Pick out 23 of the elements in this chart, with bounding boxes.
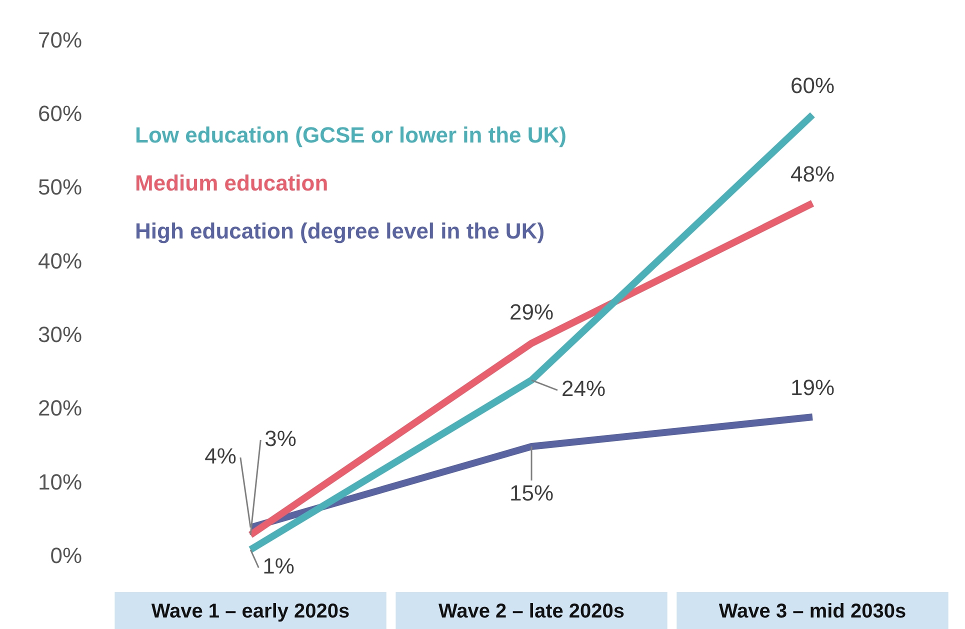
x-tick-label: Wave 1 – early 2020s: [151, 600, 350, 623]
y-tick-label: 30%: [38, 322, 82, 348]
data-label: 29%: [509, 299, 554, 324]
data-label: 24%: [561, 376, 606, 402]
text: High education (degree level in the UK): [135, 218, 545, 244]
y-tick-label: 50%: [38, 174, 82, 200]
y-tick-label: 40%: [38, 248, 82, 274]
data-label: 4%: [204, 444, 236, 469]
y-tick-label: 10%: [38, 469, 82, 494]
data-label: 15%: [509, 480, 554, 506]
y-tick-label: 60%: [38, 100, 82, 126]
data-label: 48%: [790, 161, 835, 186]
y-tick-label: 70%: [38, 27, 82, 52]
x-tick-label: Wave 3 – mid 2030s: [718, 600, 906, 623]
text: Medium education: [135, 170, 328, 196]
data-label: 3%: [264, 426, 296, 451]
text: Low education (GCSE or lower in the UK): [135, 122, 566, 148]
data-label: 60%: [790, 72, 835, 98]
x-tick-label: Wave 2 – late 2020s: [438, 600, 625, 623]
data-label: 1%: [262, 554, 294, 579]
y-tick-label: 0%: [50, 543, 82, 568]
y-tick-label: 20%: [38, 396, 82, 421]
data-label: 19%: [790, 375, 835, 400]
